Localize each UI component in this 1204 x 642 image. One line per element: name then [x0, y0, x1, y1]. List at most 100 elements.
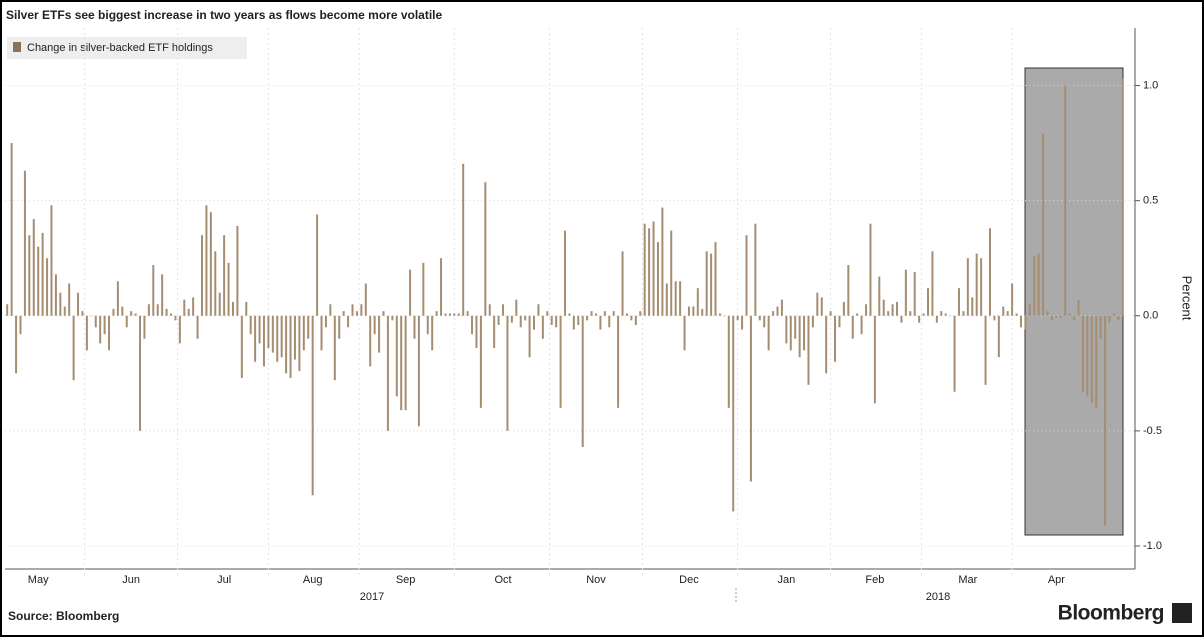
bar	[798, 315, 801, 358]
bar	[333, 315, 336, 381]
bar	[391, 315, 394, 321]
bar	[555, 315, 558, 328]
bar	[6, 304, 9, 316]
legend-box	[7, 37, 247, 59]
bar	[280, 315, 283, 358]
bar	[603, 311, 606, 316]
bar	[426, 315, 429, 335]
bar	[156, 304, 159, 316]
x-tick-label: Aug	[303, 574, 323, 586]
bar	[400, 315, 403, 411]
bar	[953, 315, 956, 392]
bar	[807, 315, 810, 385]
bar	[785, 315, 788, 344]
bar	[311, 315, 314, 496]
brand-logo: Bloomberg	[1058, 602, 1164, 625]
bar	[360, 304, 363, 316]
bar	[687, 306, 690, 316]
bar	[922, 313, 925, 316]
bar	[1073, 315, 1076, 321]
bar	[625, 313, 628, 316]
bar	[161, 274, 164, 316]
bar	[32, 219, 35, 316]
bar	[59, 292, 62, 316]
bar	[453, 313, 456, 316]
bar	[444, 313, 447, 316]
y-tick-label: -0.5	[1143, 425, 1162, 437]
bar	[94, 315, 97, 328]
bar	[409, 269, 412, 316]
bar	[590, 311, 593, 316]
bar	[1002, 306, 1005, 316]
bar	[940, 311, 943, 316]
bar	[192, 297, 195, 316]
bar	[413, 315, 416, 339]
bar	[214, 251, 217, 316]
bar	[842, 301, 845, 316]
bar	[231, 301, 234, 316]
bar	[1099, 315, 1102, 339]
bar	[440, 258, 443, 316]
bar	[355, 311, 358, 316]
bar	[50, 205, 53, 316]
bar	[1037, 253, 1040, 316]
x-tick-label: Oct	[494, 574, 511, 586]
bar	[1064, 85, 1067, 316]
bar	[329, 304, 332, 316]
bar	[541, 315, 544, 339]
bar	[670, 230, 673, 316]
x-tick-label: May	[28, 574, 49, 586]
bar	[900, 315, 903, 323]
bar	[980, 258, 983, 316]
bar	[130, 311, 133, 316]
bar	[174, 315, 177, 321]
bar	[758, 315, 761, 321]
bar	[887, 311, 890, 316]
bar	[484, 182, 487, 316]
bar	[847, 265, 850, 316]
bar	[1019, 315, 1022, 328]
bar	[386, 315, 389, 431]
bar	[873, 315, 876, 404]
bar	[789, 315, 792, 351]
bar	[643, 223, 646, 316]
bar	[1055, 315, 1058, 319]
bar	[918, 315, 921, 323]
bar	[692, 306, 695, 316]
bar	[767, 315, 770, 351]
bar	[732, 315, 735, 512]
bar	[581, 315, 584, 447]
bar	[780, 299, 783, 316]
bar	[267, 315, 270, 348]
bar	[338, 315, 341, 339]
bar	[705, 251, 708, 316]
bar	[838, 315, 841, 328]
bar	[462, 163, 465, 316]
bar	[1090, 315, 1093, 404]
bar	[81, 311, 84, 316]
bar	[1024, 315, 1027, 330]
bar	[656, 242, 659, 316]
bar	[324, 315, 327, 328]
bar	[364, 283, 367, 316]
x-tick-label: Dec	[679, 574, 699, 586]
bar	[209, 212, 212, 316]
bar	[674, 281, 677, 316]
bar	[763, 315, 766, 328]
bar	[187, 308, 190, 316]
bar	[249, 315, 252, 335]
bar	[621, 251, 624, 316]
bar	[949, 315, 952, 317]
bar	[46, 258, 49, 316]
bar	[572, 315, 575, 330]
y-axis-title: Percent	[1180, 276, 1195, 321]
bar	[1068, 313, 1071, 316]
x-tick-label: Sep	[396, 574, 416, 586]
legend-swatch	[13, 42, 21, 52]
bar	[382, 311, 385, 316]
y-tick-label: -1.0	[1143, 540, 1162, 552]
bar	[834, 315, 837, 362]
bar	[984, 315, 987, 385]
bar	[630, 315, 633, 321]
bar	[816, 292, 819, 316]
